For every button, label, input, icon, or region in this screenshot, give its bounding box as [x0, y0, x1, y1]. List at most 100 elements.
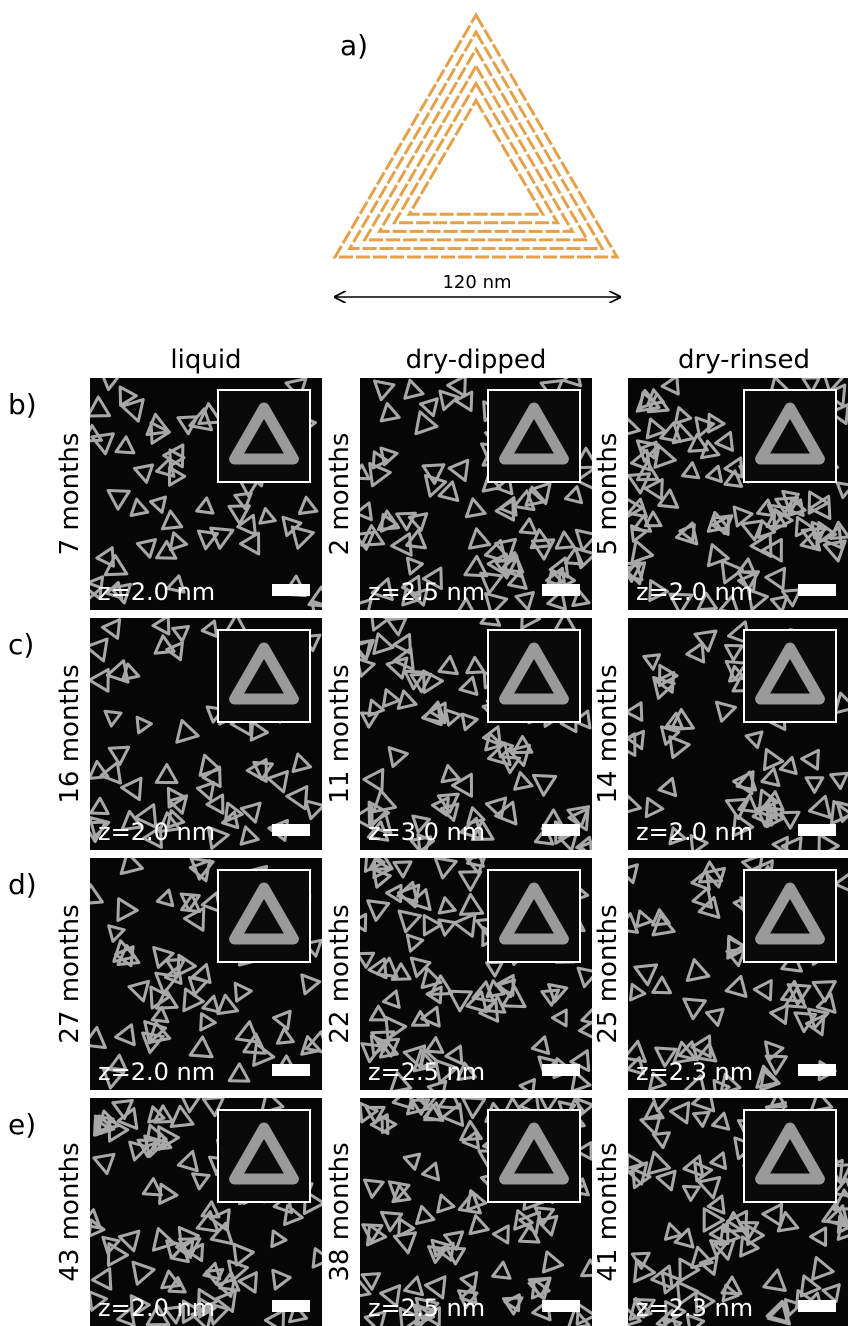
origami-particle — [630, 539, 655, 565]
origami-particle — [90, 1208, 102, 1230]
origami-particle — [687, 433, 709, 453]
origami-particle — [128, 1140, 149, 1162]
origami-particle — [520, 618, 542, 630]
origami-particle — [158, 1182, 179, 1205]
origami-particle — [391, 1184, 412, 1204]
origami-particle — [160, 509, 184, 531]
origami-particle — [153, 634, 176, 655]
helix-outline — [332, 12, 620, 259]
origami-particle — [780, 836, 803, 850]
origami-particle — [486, 995, 507, 1014]
origami-particle — [661, 1316, 683, 1326]
origami-particle — [370, 577, 394, 601]
origami-particle — [691, 886, 714, 909]
origami-particle — [635, 909, 654, 929]
origami-particle — [392, 1231, 417, 1255]
row-label: b) — [8, 388, 37, 421]
origami-particle — [724, 643, 744, 662]
origami-particle — [721, 1283, 740, 1303]
origami-particle — [554, 530, 576, 550]
origami-particle — [723, 456, 744, 479]
origami-particle — [389, 1071, 413, 1090]
origami-particle — [741, 858, 764, 877]
origami-particle — [227, 504, 251, 526]
origami-particle — [387, 1180, 411, 1203]
origami-particle — [200, 619, 219, 638]
age-label: 22 months — [325, 904, 355, 1043]
origami-particle — [723, 469, 744, 488]
origami-particle — [530, 538, 556, 561]
origami-particle — [628, 912, 639, 934]
inset-triangle — [229, 402, 299, 465]
origami-particle — [528, 481, 552, 506]
origami-particle — [307, 585, 322, 608]
row-label: c) — [8, 628, 34, 661]
origami-particle — [111, 1099, 134, 1120]
origami-particle — [163, 1305, 185, 1325]
origami-particle — [90, 816, 111, 838]
origami-particle — [420, 967, 443, 989]
inset-triangle — [755, 402, 825, 465]
origami-particle — [833, 872, 848, 892]
origami-particle — [650, 1264, 674, 1290]
origami-particle — [708, 1221, 730, 1245]
age-label: 11 months — [325, 664, 355, 803]
origami-particle — [360, 501, 373, 522]
origami-particle — [310, 599, 322, 610]
origami-particle — [657, 776, 678, 798]
origami-particle — [378, 1039, 399, 1059]
origami-particle — [648, 1071, 667, 1090]
origami-particle — [577, 1020, 592, 1039]
origami-particle — [421, 463, 446, 485]
origami-particle — [379, 446, 399, 467]
origami-particle — [487, 741, 512, 767]
origami-particle — [360, 1042, 383, 1064]
origami-particle — [422, 700, 447, 725]
origami-particle — [149, 495, 167, 514]
origami-particle — [567, 1307, 591, 1326]
origami-particle — [166, 786, 187, 809]
origami-particle — [362, 768, 385, 793]
origami-particle — [227, 1062, 251, 1083]
origami-particle — [756, 498, 776, 518]
origami-particle — [524, 485, 547, 507]
origami-particle — [768, 1098, 788, 1109]
z-range-label: z=2.5 nm — [368, 1294, 485, 1322]
origami-particle — [779, 810, 801, 830]
origami-particle — [642, 653, 661, 671]
origami-particle — [381, 688, 401, 708]
origami-particle — [168, 531, 189, 552]
origami-particle — [239, 531, 261, 556]
origami-particle — [437, 480, 460, 502]
afm-image: z=2.3 nm — [628, 858, 848, 1090]
origami-particle — [188, 1035, 214, 1059]
origami-particle — [232, 1242, 255, 1267]
origami-particle — [765, 1299, 789, 1324]
origami-particle — [402, 1152, 422, 1171]
origami-particle — [428, 701, 447, 723]
origami-particle — [718, 594, 739, 610]
origami-particle — [628, 701, 644, 722]
origami-particle — [131, 1260, 156, 1286]
origami-particle — [409, 672, 433, 694]
origami-particle — [643, 510, 663, 528]
origami-particle — [370, 618, 390, 632]
origami-particle — [379, 1284, 402, 1308]
origami-particle — [372, 632, 395, 655]
origami-particle — [397, 909, 422, 934]
origami-particle — [715, 700, 737, 723]
origami-particle — [668, 735, 691, 760]
origami-particle — [460, 712, 479, 732]
origami-particle — [311, 1247, 322, 1269]
origami-particle — [90, 424, 103, 443]
origami-particle — [720, 559, 744, 585]
origami-particle — [216, 1277, 236, 1298]
origami-particle — [692, 1110, 711, 1128]
origami-particle — [149, 421, 171, 445]
inset-triangle — [229, 882, 299, 945]
origami-particle — [202, 1261, 222, 1281]
origami-particle — [360, 1279, 372, 1298]
origami-particle — [252, 760, 274, 781]
origami-particle — [732, 770, 755, 795]
origami-particle — [706, 1194, 726, 1215]
